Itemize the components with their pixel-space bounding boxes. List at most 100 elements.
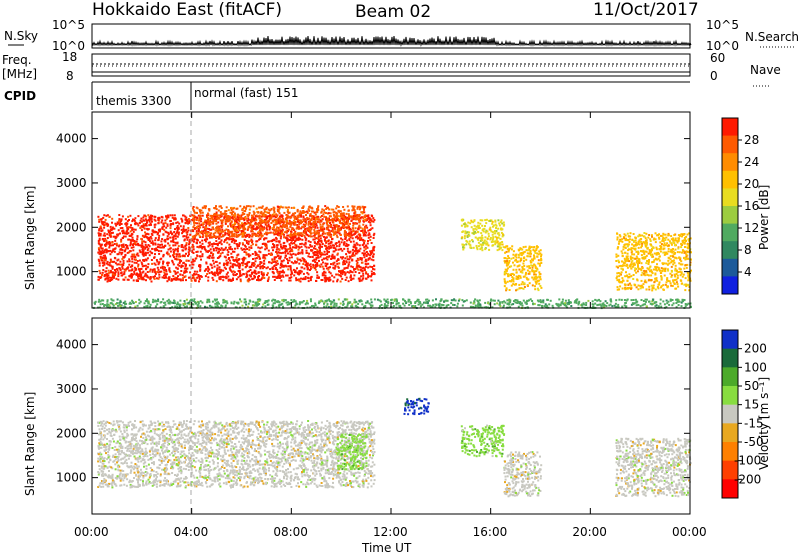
scatter-cell (342, 220, 345, 223)
scatter-cell (243, 256, 246, 259)
scatter-cell (105, 243, 108, 246)
scatter-cell (684, 246, 686, 248)
scatter-cell (308, 222, 310, 225)
scatter-cell (162, 262, 164, 265)
scatter-cell (163, 228, 166, 231)
scatter-cell (362, 239, 365, 242)
scatter-cell (365, 219, 367, 222)
scatter-cell (187, 248, 190, 251)
scatter-cell (250, 238, 253, 241)
scatter-cell (477, 227, 480, 230)
scatter-cell (129, 234, 132, 237)
scatter-cell (209, 248, 212, 251)
scatter-cell (266, 215, 269, 218)
scatter-cell (241, 258, 244, 260)
scatter-cell (116, 253, 119, 256)
scatter-cell (237, 231, 240, 234)
scatter-cell (148, 220, 151, 223)
scatter-cell (105, 251, 108, 254)
scatter-cell (344, 238, 347, 240)
scatter-cell (104, 234, 106, 237)
scatter-cell (298, 232, 301, 235)
scatter-cell (354, 271, 357, 273)
scatter-cell (246, 279, 249, 282)
scatter-cell (100, 243, 103, 246)
scatter-cell (208, 220, 211, 223)
scatter-cell (328, 232, 331, 235)
scatter-cell (187, 218, 190, 220)
scatter-cell (255, 233, 258, 236)
scatter-cell (654, 232, 657, 235)
scatter-cell (515, 275, 518, 278)
scatter-cell (266, 273, 269, 276)
scatter-cell (164, 266, 166, 269)
scatter-cell (323, 274, 326, 277)
scatter-cell (117, 271, 120, 274)
scatter-cell (637, 265, 639, 268)
scatter-cell (328, 247, 331, 250)
scatter-cell (98, 237, 101, 240)
scatter-cell (191, 207, 194, 210)
scatter-cell (282, 218, 284, 221)
scatter-cell (149, 268, 152, 271)
scatter-cell (97, 251, 100, 254)
scatter-cell (254, 260, 257, 263)
scatter-cell (224, 239, 226, 242)
scatter-cell (230, 206, 233, 209)
scatter-cell (156, 246, 159, 248)
scatter-cell (351, 253, 354, 256)
scatter-cell (206, 216, 209, 218)
scatter-cell (192, 206, 195, 208)
scatter-cell (111, 278, 114, 281)
scatter-cell (244, 235, 247, 238)
scatter-cell (345, 219, 348, 221)
scatter-cell (516, 265, 519, 268)
scatter-cell (314, 268, 317, 271)
scatter-cell (201, 246, 204, 248)
scatter-cell (283, 245, 286, 247)
scatter-cell (224, 210, 227, 213)
scatter-cell (177, 258, 180, 261)
scatter-cell (494, 223, 497, 226)
scatter-cell (302, 258, 305, 261)
scatter-cell (183, 271, 186, 274)
scatter-cell (225, 276, 228, 279)
scatter-cell (224, 233, 227, 236)
scatter-cell (367, 257, 370, 260)
scatter-cell (494, 240, 497, 243)
scatter-cell (304, 231, 307, 234)
scatter-cell (289, 265, 292, 268)
scatter-cell (109, 228, 112, 231)
scatter-cell (302, 218, 305, 221)
scatter-cell (248, 248, 251, 251)
scatter-cell (348, 271, 351, 274)
scatter-cell (172, 254, 175, 257)
scatter-cell (204, 275, 207, 278)
scatter-cell (137, 275, 139, 278)
scatter-cell (136, 243, 139, 246)
scatter-cell (349, 222, 351, 225)
scatter-cell (191, 228, 194, 231)
scatter-cell (630, 284, 633, 287)
scatter-cell (264, 242, 267, 245)
scatter-cell (184, 275, 187, 278)
scatter-cell (182, 235, 185, 238)
scatter-cell (309, 235, 312, 238)
scatter-cell (260, 218, 263, 221)
scatter-cell (364, 258, 367, 261)
scatter-cell (466, 231, 469, 234)
scatter-cell (271, 227, 274, 230)
scatter-cell (241, 264, 244, 267)
scatter-cell (160, 246, 163, 249)
scatter-cell (321, 272, 324, 275)
scatter-cell (160, 221, 163, 224)
scatter-cell (341, 273, 344, 276)
nsky-label: N.Sky (4, 29, 38, 43)
scatter-cell (460, 224, 463, 227)
scatter-cell (128, 260, 131, 263)
nave-tick-bottom: 0 (710, 69, 718, 83)
scatter-cell (177, 245, 180, 248)
scatter-cell (323, 235, 325, 238)
scatter-cell (352, 233, 355, 236)
scatter-cell (255, 235, 257, 237)
